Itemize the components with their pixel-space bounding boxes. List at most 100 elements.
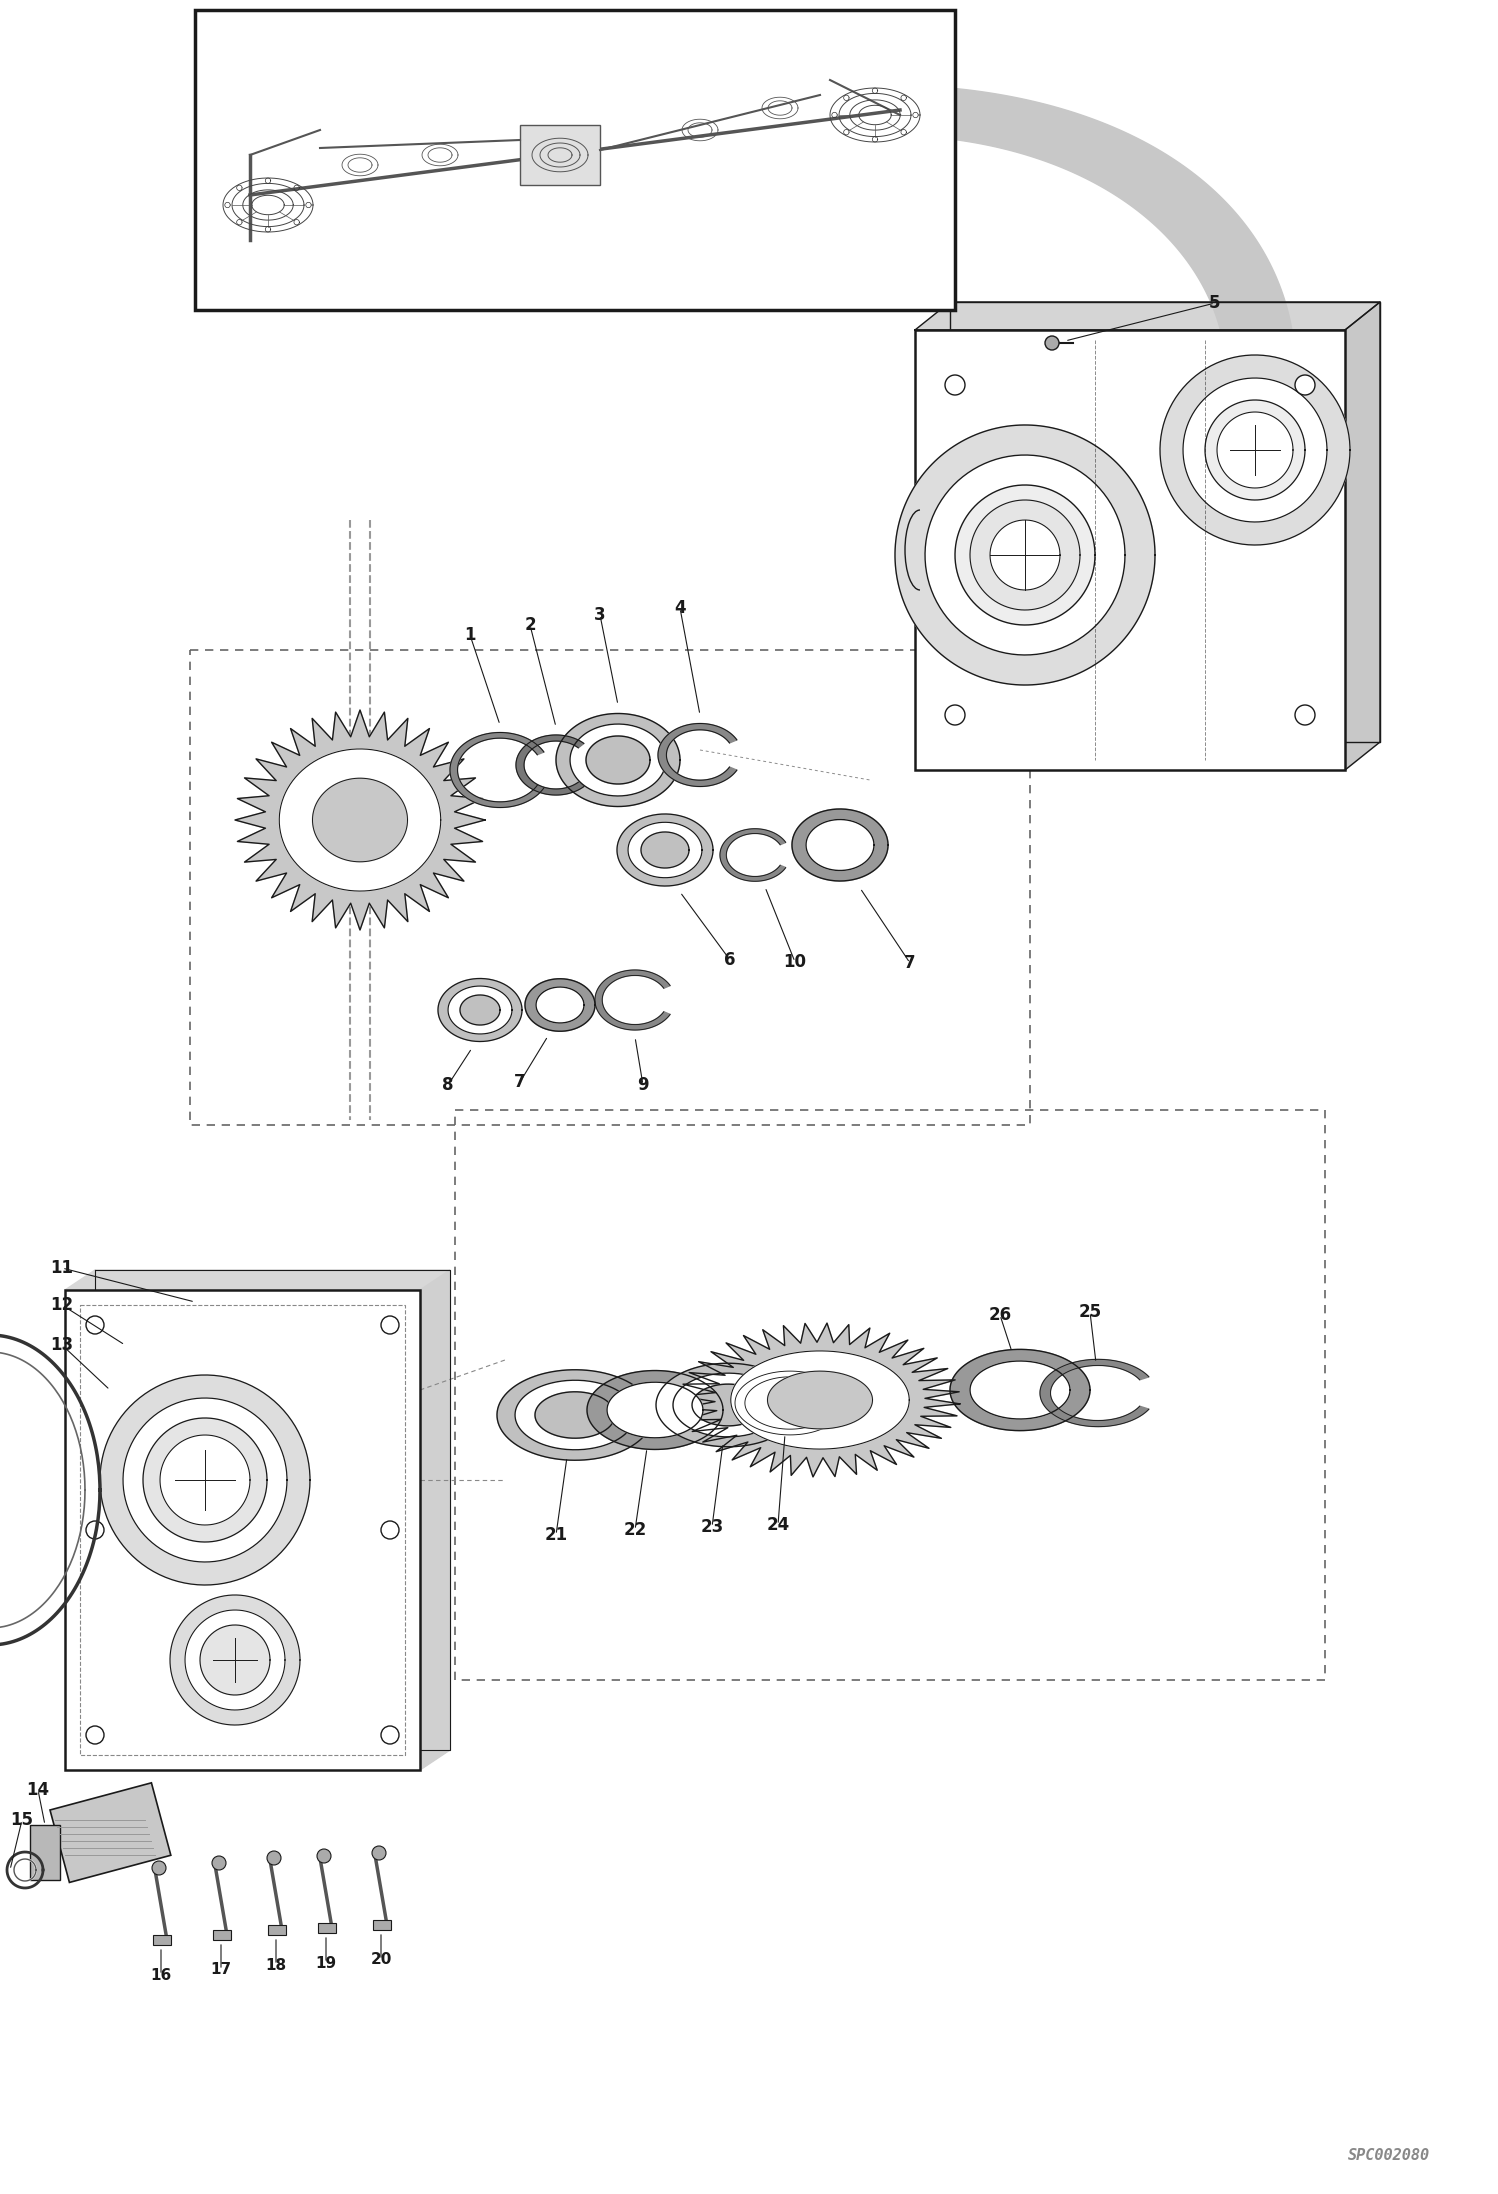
Text: 16: 16 bbox=[150, 1968, 172, 1983]
Text: 4: 4 bbox=[674, 599, 686, 617]
Text: 17: 17 bbox=[210, 1961, 232, 1977]
Text: 2: 2 bbox=[524, 617, 536, 634]
Text: 1: 1 bbox=[464, 625, 476, 645]
Polygon shape bbox=[160, 1435, 250, 1525]
Text: 13: 13 bbox=[51, 1336, 73, 1354]
Polygon shape bbox=[673, 1373, 783, 1437]
Polygon shape bbox=[556, 713, 680, 807]
Polygon shape bbox=[186, 1610, 285, 1709]
Text: 8: 8 bbox=[442, 1075, 454, 1095]
Bar bbox=[79, 1305, 404, 1755]
Polygon shape bbox=[524, 979, 595, 1031]
Bar bbox=[520, 125, 601, 184]
Polygon shape bbox=[1183, 377, 1327, 522]
Text: 7: 7 bbox=[905, 954, 915, 972]
Polygon shape bbox=[587, 1371, 724, 1450]
Polygon shape bbox=[123, 1398, 288, 1562]
Text: 23: 23 bbox=[701, 1518, 724, 1536]
Text: 18: 18 bbox=[265, 1957, 286, 1972]
Circle shape bbox=[380, 1316, 398, 1334]
Circle shape bbox=[1294, 375, 1315, 395]
Polygon shape bbox=[736, 1371, 839, 1435]
Text: 25: 25 bbox=[1079, 1303, 1101, 1321]
Circle shape bbox=[1294, 704, 1315, 724]
Circle shape bbox=[380, 1520, 398, 1538]
Polygon shape bbox=[617, 814, 713, 886]
Circle shape bbox=[85, 1520, 103, 1538]
Polygon shape bbox=[692, 1384, 764, 1426]
Circle shape bbox=[85, 1316, 103, 1334]
Polygon shape bbox=[64, 1270, 449, 1290]
Text: 10: 10 bbox=[783, 952, 806, 972]
Bar bbox=[915, 329, 1345, 770]
Text: 14: 14 bbox=[27, 1782, 49, 1799]
Polygon shape bbox=[894, 86, 1293, 362]
Circle shape bbox=[380, 1727, 398, 1744]
Bar bbox=[49, 1784, 171, 1882]
Circle shape bbox=[1046, 336, 1059, 351]
Polygon shape bbox=[894, 426, 1155, 685]
Polygon shape bbox=[515, 1380, 635, 1450]
Bar bbox=[30, 1825, 60, 1880]
Bar bbox=[268, 1924, 286, 1935]
Polygon shape bbox=[641, 832, 689, 869]
Polygon shape bbox=[680, 1323, 960, 1477]
Polygon shape bbox=[915, 303, 1380, 329]
Polygon shape bbox=[767, 1371, 872, 1428]
Text: 5: 5 bbox=[1209, 294, 1221, 312]
Polygon shape bbox=[235, 711, 485, 930]
Polygon shape bbox=[1159, 355, 1350, 544]
Polygon shape bbox=[956, 485, 1095, 625]
Polygon shape bbox=[460, 996, 500, 1025]
Polygon shape bbox=[100, 1376, 310, 1584]
Bar bbox=[213, 1931, 231, 1939]
Polygon shape bbox=[656, 1362, 800, 1446]
Polygon shape bbox=[169, 1595, 300, 1724]
Circle shape bbox=[372, 1845, 386, 1861]
Polygon shape bbox=[1227, 344, 1294, 496]
Text: 20: 20 bbox=[370, 1953, 391, 1968]
Text: SPC002080: SPC002080 bbox=[1348, 2148, 1431, 2163]
Polygon shape bbox=[571, 724, 667, 796]
Bar bbox=[153, 1935, 171, 1946]
Polygon shape bbox=[313, 779, 407, 862]
Polygon shape bbox=[535, 1391, 616, 1439]
Polygon shape bbox=[721, 829, 786, 882]
Text: 11: 11 bbox=[51, 1259, 73, 1277]
Polygon shape bbox=[950, 1349, 1091, 1430]
Polygon shape bbox=[279, 748, 440, 891]
Polygon shape bbox=[628, 823, 703, 878]
Circle shape bbox=[151, 1861, 166, 1876]
Polygon shape bbox=[950, 303, 1380, 742]
Polygon shape bbox=[1040, 1360, 1149, 1426]
Bar bbox=[195, 11, 956, 309]
Polygon shape bbox=[536, 987, 584, 1022]
Polygon shape bbox=[437, 979, 521, 1042]
Circle shape bbox=[85, 1727, 103, 1744]
Polygon shape bbox=[515, 735, 584, 794]
Polygon shape bbox=[142, 1417, 267, 1542]
Polygon shape bbox=[419, 1270, 449, 1771]
Polygon shape bbox=[971, 500, 1080, 610]
Circle shape bbox=[318, 1850, 331, 1863]
Polygon shape bbox=[731, 1352, 909, 1448]
Bar bbox=[455, 1110, 1326, 1681]
Polygon shape bbox=[607, 1382, 703, 1437]
Bar bbox=[64, 1290, 419, 1771]
Text: 9: 9 bbox=[637, 1075, 649, 1095]
Text: 15: 15 bbox=[10, 1810, 33, 1830]
Polygon shape bbox=[990, 520, 1061, 590]
Circle shape bbox=[945, 375, 965, 395]
Circle shape bbox=[213, 1856, 226, 1869]
Text: 21: 21 bbox=[544, 1527, 568, 1545]
Text: 7: 7 bbox=[514, 1073, 526, 1090]
Polygon shape bbox=[448, 985, 512, 1033]
Polygon shape bbox=[971, 1360, 1070, 1420]
Polygon shape bbox=[924, 454, 1125, 656]
Bar bbox=[373, 1920, 391, 1931]
Polygon shape bbox=[1345, 303, 1380, 770]
Polygon shape bbox=[94, 1270, 449, 1751]
Polygon shape bbox=[449, 733, 544, 807]
Text: 24: 24 bbox=[767, 1516, 789, 1534]
Text: 19: 19 bbox=[316, 1955, 337, 1970]
